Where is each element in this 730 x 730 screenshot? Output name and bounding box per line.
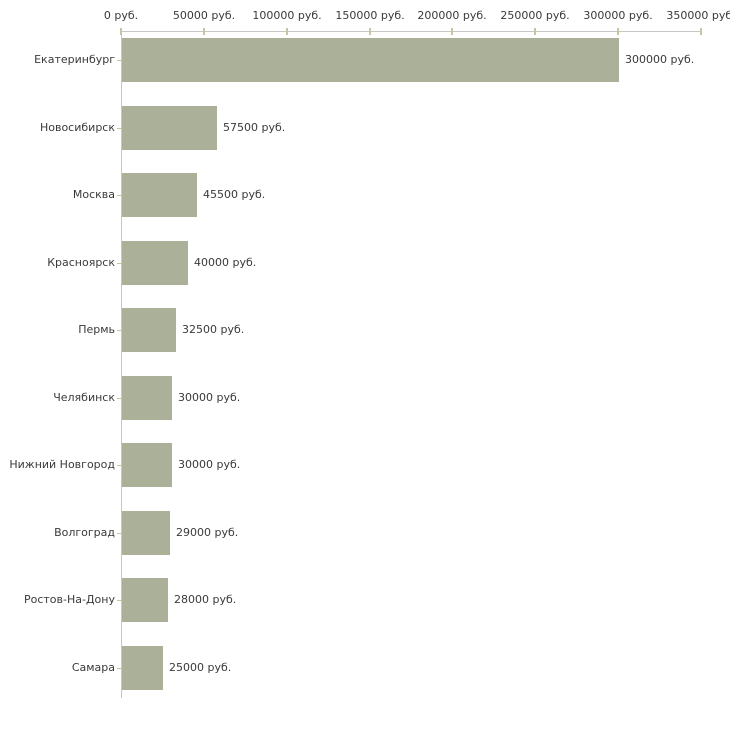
value-label: 57500 руб. [223, 121, 286, 134]
category-label: Челябинск [53, 391, 115, 404]
y-tick-mark [117, 600, 122, 601]
x-axis-line [121, 31, 701, 32]
y-tick-mark [117, 398, 122, 399]
value-label: 300000 руб. [625, 53, 695, 66]
bar [122, 578, 168, 622]
y-tick-mark [117, 465, 122, 466]
x-tick-mark [700, 28, 702, 35]
category-label: Москва [72, 188, 115, 201]
value-label: 25000 руб. [169, 661, 232, 674]
x-tick-mark [451, 28, 453, 35]
category-label: Новосибирск [39, 121, 115, 134]
category-label: Екатеринбург [34, 53, 115, 66]
value-label: 28000 руб. [174, 593, 237, 606]
x-tick-mark [286, 28, 288, 35]
x-tick-label: 100000 руб. [252, 9, 322, 22]
category-label: Волгоград [54, 526, 115, 539]
bar [122, 376, 172, 420]
y-tick-mark [117, 195, 122, 196]
y-tick-mark [117, 60, 122, 61]
category-label: Ростов-На-Дону [23, 593, 115, 606]
bar [122, 443, 172, 487]
x-tick-label: 350000 руб. [666, 9, 730, 22]
category-label: Нижний Новгород [9, 458, 115, 471]
bar [122, 38, 619, 82]
x-tick-mark [617, 28, 619, 35]
bar [122, 646, 163, 690]
x-tick-label: 300000 руб. [583, 9, 653, 22]
x-tick-mark [120, 28, 122, 35]
value-label: 30000 руб. [178, 458, 241, 471]
bar [122, 511, 170, 555]
x-tick-mark [369, 28, 371, 35]
value-label: 45500 руб. [203, 188, 266, 201]
x-tick-label: 200000 руб. [417, 9, 487, 22]
bar [122, 241, 188, 285]
y-tick-mark [117, 533, 122, 534]
value-label: 32500 руб. [182, 323, 245, 336]
bar [122, 308, 176, 352]
x-tick-label: 50000 руб. [172, 9, 236, 22]
value-label: 29000 руб. [176, 526, 239, 539]
y-axis-line [121, 31, 122, 698]
x-tick-label: 250000 руб. [500, 9, 570, 22]
bar [122, 106, 217, 150]
category-label: Красноярск [47, 256, 115, 269]
y-tick-mark [117, 263, 122, 264]
y-tick-mark [117, 668, 122, 669]
category-label: Самара [71, 661, 115, 674]
value-label: 40000 руб. [194, 256, 257, 269]
y-tick-mark [117, 128, 122, 129]
y-tick-mark [117, 330, 122, 331]
bar [122, 173, 197, 217]
category-label: Пермь [78, 323, 115, 336]
value-label: 30000 руб. [178, 391, 241, 404]
x-tick-label: 0 руб. [103, 9, 139, 22]
x-tick-mark [203, 28, 205, 35]
x-tick-mark [534, 28, 536, 35]
x-tick-label: 150000 руб. [335, 9, 405, 22]
